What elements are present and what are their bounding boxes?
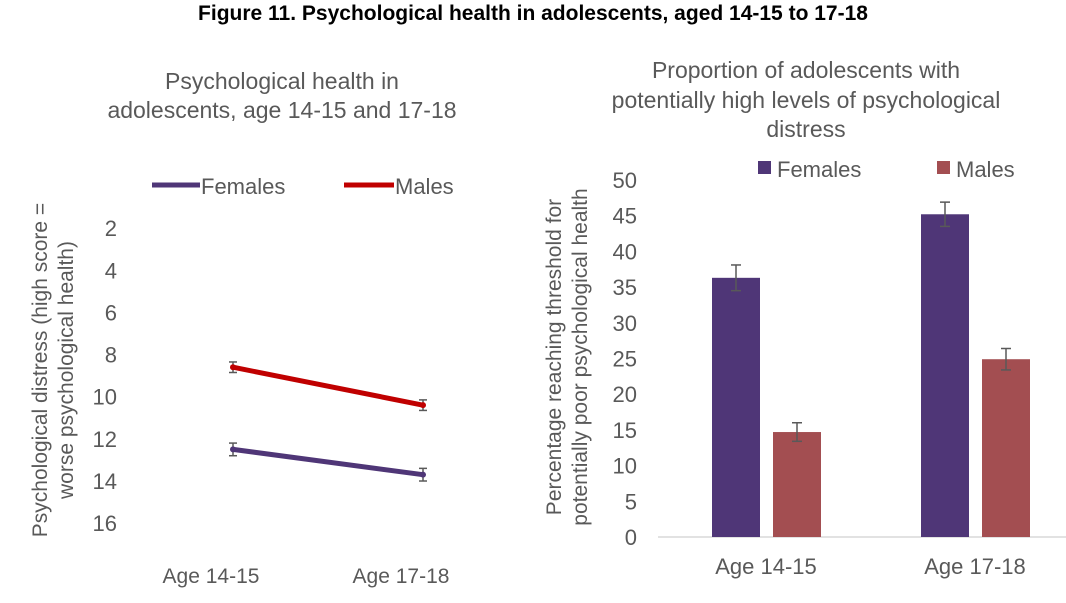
line-point-females xyxy=(230,446,236,453)
bar-chart-title-line-2: potentially high levels of psychological xyxy=(612,87,1001,113)
bar-chart-y-tick-label: 45 xyxy=(613,204,637,229)
legend-males-label: Males xyxy=(956,157,1015,182)
line-series-males xyxy=(232,364,424,408)
bar-chart-x-tick-label: Age 17-18 xyxy=(924,554,1026,579)
bar-chart-y-tick-label: 0 xyxy=(625,525,637,550)
line-point-males xyxy=(420,402,426,409)
bar-chart: Proportion of adolescents with potential… xyxy=(543,57,1066,579)
legend-females-bar-swatch xyxy=(758,161,771,174)
line-chart-y-tick-label: 16 xyxy=(93,511,117,536)
figure-title: Figure 11. Psychological health in adole… xyxy=(198,2,868,25)
line-chart-ylabel-line-2: worse psychological health) xyxy=(55,241,78,500)
bar-chart-title-line-1: Proportion of adolescents with xyxy=(652,57,960,83)
bar-chart-y-tick-label: 50 xyxy=(613,168,637,193)
line-chart-y-tick-label: 10 xyxy=(93,385,117,410)
error-bar xyxy=(1001,347,1011,371)
line-chart-y-tick-label: 6 xyxy=(105,300,117,325)
line-chart-y-tick-label: 2 xyxy=(105,216,117,241)
bar-males xyxy=(773,432,821,537)
line-point-females xyxy=(420,471,426,478)
bar-chart-y-tick-label: 15 xyxy=(613,418,637,443)
error-bar xyxy=(792,422,802,443)
bar-chart-y-tick-label: 10 xyxy=(613,454,637,479)
bar-females xyxy=(921,214,969,537)
bar-chart-ylabel-line-1: Percentage reaching threshold for xyxy=(543,199,566,515)
line-chart-x-tick-label: Age 17-18 xyxy=(353,565,450,588)
line-chart-x-tick-label: Age 14-15 xyxy=(163,565,260,588)
legend-females-label: Females xyxy=(777,157,861,182)
legend-males-label: Males xyxy=(395,174,454,199)
bar-chart-y-tick-label: 40 xyxy=(613,239,637,264)
bar-chart-x-tick-label: Age 14-15 xyxy=(715,554,817,579)
bar-chart-y-tick-label: 5 xyxy=(625,489,637,514)
bar-chart-ylabel-line-2: potentially poor psychological health xyxy=(569,188,592,525)
bar-chart-y-tick-label: 30 xyxy=(613,311,637,336)
line-chart-title-line-1: Psychological health in xyxy=(165,68,399,94)
error-bar xyxy=(940,201,950,228)
bar-chart-title-line-3: distress xyxy=(766,116,845,142)
line-series-females xyxy=(232,446,424,478)
legend-males-bar-swatch xyxy=(937,161,950,174)
line-chart-ylabel-line-1: Psychological distress (high score = xyxy=(29,203,52,537)
line-chart-y-tick-label: 14 xyxy=(93,469,117,494)
line-chart: Psychological health in adolescents, age… xyxy=(29,68,457,588)
legend-females-label: Females xyxy=(201,174,285,199)
error-bar xyxy=(731,264,741,292)
line-chart-title-line-2: adolescents, age 14-15 and 17-18 xyxy=(107,97,456,123)
bar-chart-y-tick-label: 35 xyxy=(613,275,637,300)
line-chart-y-tick-label: 12 xyxy=(93,427,117,452)
bar-chart-y-tick-label: 25 xyxy=(613,347,637,372)
line-chart-y-tick-label: 8 xyxy=(105,343,117,368)
bar-chart-y-tick-label: 20 xyxy=(613,382,637,407)
line-point-males xyxy=(230,364,236,371)
bar-females xyxy=(712,277,760,537)
bar-males xyxy=(982,359,1030,537)
line-chart-y-tick-label: 4 xyxy=(105,258,117,283)
